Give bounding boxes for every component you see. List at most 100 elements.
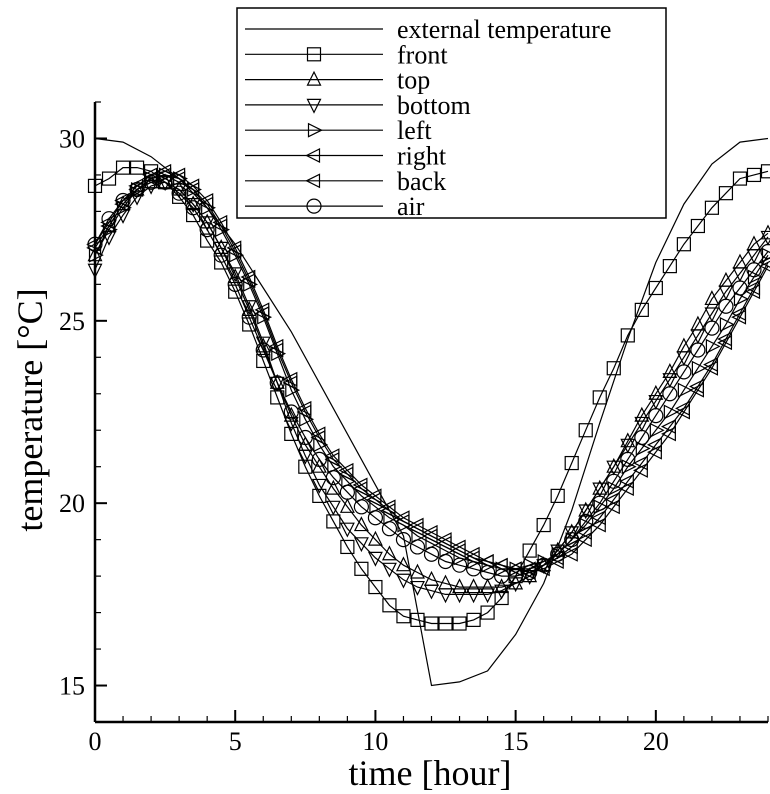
data-point-front — [101, 171, 117, 186]
data-point-right — [576, 524, 592, 540]
legend-label-front: front — [397, 40, 448, 69]
data-point-bottom — [325, 500, 341, 516]
data-point-back — [689, 382, 704, 398]
data-point-bottom — [704, 307, 720, 323]
data-point-back — [661, 426, 676, 442]
data-point-top — [466, 578, 482, 594]
data-point-left — [691, 360, 707, 376]
data-point-front — [115, 160, 131, 175]
data-point-right — [562, 539, 578, 555]
data-point-top — [424, 570, 439, 586]
data-point-back — [717, 335, 733, 351]
data-point-bottom — [269, 376, 285, 392]
data-point-top — [325, 479, 341, 495]
data-point-top — [269, 373, 285, 389]
data-point-front — [606, 361, 621, 376]
data-point-back — [506, 561, 522, 577]
data-point-top — [381, 545, 397, 561]
data-point-top — [395, 556, 411, 572]
legend-label-left: left — [397, 116, 432, 145]
data-point-air — [662, 386, 678, 402]
data-point-bottom — [353, 537, 369, 553]
series-line-left — [94, 174, 769, 570]
data-point-air — [732, 280, 748, 296]
data-point-back — [646, 444, 662, 460]
data-point-bottom — [620, 438, 636, 454]
axes: 0 5 10 15 20 15 20 25 30 — [59, 101, 769, 756]
data-point-back — [268, 338, 284, 354]
data-point-bottom — [648, 394, 664, 410]
data-point-bottom — [339, 522, 355, 538]
data-point-back — [338, 462, 354, 478]
x-tick-label: 5 — [229, 727, 242, 756]
data-point-back — [142, 167, 158, 183]
data-point-back — [408, 517, 424, 533]
data-point-back — [394, 510, 410, 526]
data-point-front — [564, 455, 579, 471]
data-point-air — [101, 211, 117, 227]
data-point-front — [382, 598, 397, 613]
data-point-front — [648, 280, 663, 296]
y-tick-label: 15 — [59, 672, 85, 701]
data-point-back — [212, 214, 228, 230]
data-point-back — [675, 404, 690, 420]
data-point-front — [690, 218, 705, 234]
data-point-air — [157, 174, 173, 190]
data-point-front — [354, 561, 369, 576]
data-point-bottom — [676, 351, 692, 367]
data-point-bottom — [732, 267, 748, 283]
data-point-top — [662, 363, 678, 378]
data-point-air — [367, 510, 384, 526]
data-point-left — [677, 382, 693, 398]
legend-label-bottom: bottom — [397, 91, 471, 120]
data-point-air — [283, 404, 299, 420]
data-point-top — [157, 173, 173, 189]
data-point-air — [479, 564, 496, 581]
data-point-back — [745, 284, 761, 300]
data-point-bottom — [592, 482, 608, 498]
data-point-back — [562, 546, 578, 562]
data-point-back — [422, 524, 438, 540]
data-point-right — [759, 257, 770, 268]
data-point-back — [156, 163, 172, 179]
legend-label-external-temperature: external temperature — [397, 15, 611, 44]
legend-marker-back — [305, 173, 321, 189]
data-point-bottom — [297, 449, 313, 465]
data-point-back — [576, 532, 592, 548]
data-point-air — [437, 553, 454, 570]
data-point-bottom — [718, 285, 734, 301]
data-point-bottom — [395, 573, 411, 589]
data-point-air — [620, 451, 636, 468]
series-line-right — [94, 174, 769, 570]
legend-label-back: back — [397, 167, 446, 196]
data-point-back — [703, 360, 719, 376]
data-point-front — [522, 543, 537, 558]
data-point-top — [634, 406, 650, 422]
data-point-front — [129, 160, 145, 175]
data-point-air — [451, 557, 468, 573]
data-point-bottom — [424, 584, 439, 600]
x-tick-label: 20 — [643, 727, 669, 756]
data-point-top — [213, 239, 229, 254]
data-point-front — [452, 616, 467, 631]
data-point-top — [353, 516, 369, 532]
x-axis-title: time [hour] — [349, 753, 512, 793]
data-point-air — [129, 181, 145, 198]
data-point-back — [310, 426, 326, 442]
data-point-top — [367, 530, 383, 546]
data-point-air — [395, 532, 412, 548]
data-point-back — [436, 532, 452, 548]
data-point-front — [592, 390, 607, 405]
data-point-front — [438, 616, 453, 631]
data-point-bottom — [311, 478, 327, 494]
data-point-front — [718, 186, 734, 201]
data-point-air — [690, 342, 706, 358]
legend-label-air: air — [397, 192, 425, 221]
data-point-top — [227, 268, 243, 284]
data-point-back — [352, 477, 368, 493]
data-point-back — [590, 517, 606, 533]
data-point-back — [170, 167, 186, 183]
data-point-bottom — [381, 562, 397, 578]
data-point-back — [240, 269, 256, 285]
data-point-top — [410, 563, 425, 579]
